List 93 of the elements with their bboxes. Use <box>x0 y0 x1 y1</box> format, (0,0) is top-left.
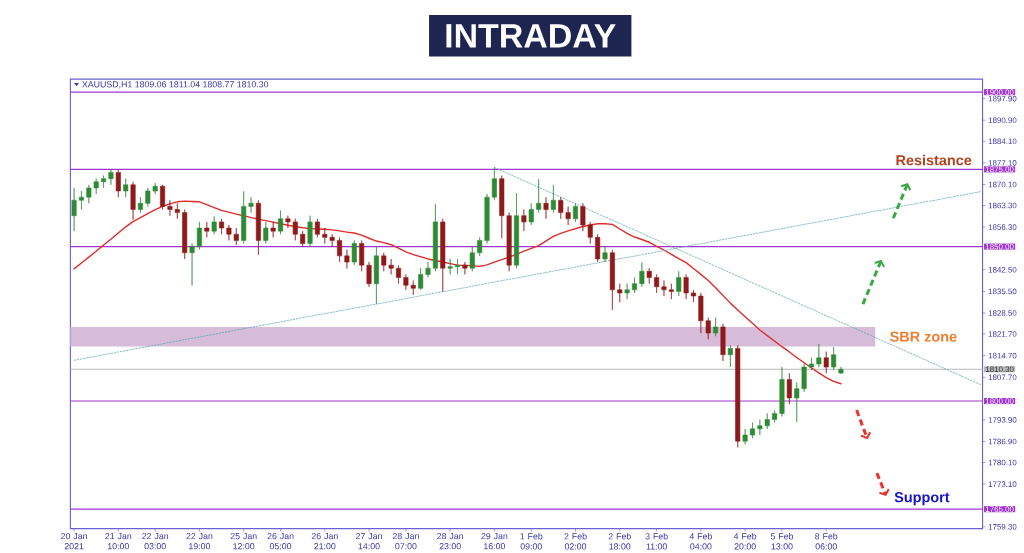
candlestick <box>337 236 343 263</box>
candlestick <box>314 218 320 238</box>
candlestick <box>786 372 792 405</box>
candlestick <box>514 192 520 269</box>
candlestick <box>543 196 549 220</box>
annotation: Support <box>894 492 950 506</box>
candlestick <box>115 169 121 198</box>
candlestick <box>816 343 822 368</box>
candlestick <box>550 184 556 213</box>
candlestick <box>255 199 261 256</box>
x-tick-label: 27 Jan 14:00 <box>356 532 382 550</box>
candlestick <box>108 169 114 186</box>
candlestick <box>779 366 785 417</box>
candlestick <box>373 246 379 304</box>
candlestick <box>521 209 527 232</box>
chart-title: INTRADAY <box>446 24 616 48</box>
x-tick-label: 28 Jan 23:00 <box>437 532 464 550</box>
candlestick <box>432 203 438 272</box>
candlestick <box>735 345 741 448</box>
x-tick-label: 26 Jan 21:00 <box>311 532 338 550</box>
candlestick <box>639 262 645 287</box>
candlestick <box>690 289 696 303</box>
candlestick <box>646 267 652 284</box>
x-tick-label: 21 Jan 10:00 <box>105 532 132 550</box>
x-tick-label: 8 Feb 06:00 <box>815 532 838 550</box>
candlestick <box>455 258 461 275</box>
candlestick <box>351 240 357 266</box>
x-tick-label: 4 Feb 04:00 <box>689 532 712 550</box>
candlestick <box>196 221 202 250</box>
candlestick <box>469 246 475 272</box>
candlestick <box>270 221 276 238</box>
candlestick <box>491 167 497 201</box>
candlestick <box>396 264 402 284</box>
annotation: Resistance <box>896 154 972 166</box>
candlestick <box>189 243 195 286</box>
candlestick <box>749 422 755 439</box>
candlestick <box>808 357 814 371</box>
candlestick <box>130 181 136 220</box>
candlestick <box>631 277 637 294</box>
candlestick <box>137 196 143 213</box>
x-tick-label: 25 Jan 12:00 <box>230 532 257 550</box>
x-tick-label: 26 Jan 05:00 <box>267 532 294 550</box>
candlestick <box>727 345 733 368</box>
candlestick <box>78 190 84 210</box>
candlestick <box>440 218 446 292</box>
x-tick-label: 5 Feb 13:00 <box>770 532 794 550</box>
candlestick <box>831 346 837 371</box>
annotation: XAUUSD,H1 1809.06 1811.04 1808.77 1810.30 <box>82 81 269 89</box>
candlestick <box>447 258 453 275</box>
candlestick <box>204 221 210 238</box>
candlestick <box>654 274 660 294</box>
candlestick <box>742 428 748 445</box>
candlestick <box>713 317 719 337</box>
candlestick <box>528 202 534 226</box>
candlestick <box>211 215 217 235</box>
candlestick <box>838 366 844 375</box>
x-tick-label: 20 Jan 2021 <box>61 532 87 550</box>
candlestick <box>573 202 579 223</box>
x-tick-label: 22 Jan 19:00 <box>186 532 213 550</box>
candlestick <box>344 249 350 269</box>
candlestick <box>661 280 667 297</box>
candlestick <box>536 178 542 213</box>
candlestick <box>101 175 107 189</box>
candlestick <box>683 274 689 300</box>
candlestick <box>676 270 682 297</box>
candlestick <box>71 187 77 232</box>
x-tick-label: 29 Jan 16:00 <box>481 532 508 550</box>
candlestick <box>823 351 829 374</box>
candlestick <box>123 178 129 198</box>
candlestick <box>772 409 778 423</box>
x-tick-label: 22 Jan 03:00 <box>142 532 169 550</box>
x-tick-label: 2 Feb 02:00 <box>564 532 587 550</box>
candlestick <box>219 218 225 235</box>
band-label: SBR zone <box>890 331 957 342</box>
x-tick-label: 2 Feb 18:00 <box>608 532 631 550</box>
candlestick <box>668 283 674 300</box>
x-tick-label: 28 Jan 07:00 <box>392 532 419 550</box>
candlestick <box>462 261 468 275</box>
candlestick <box>160 184 166 210</box>
candlestick <box>182 209 188 260</box>
candlestick <box>609 249 615 311</box>
candlestick <box>595 233 601 263</box>
candlestick <box>617 283 623 303</box>
candlestick <box>300 230 306 247</box>
candlestick <box>263 221 269 244</box>
candlestick <box>720 323 726 362</box>
x-tick-label: 1 Feb 09:00 <box>520 532 543 550</box>
candlestick <box>278 210 284 235</box>
x-tick-label: 4 Feb 20:00 <box>733 532 757 550</box>
candlestick <box>624 283 630 300</box>
candlestick <box>307 215 313 247</box>
candlestick <box>602 246 608 263</box>
x-tick-label: 3 Feb 11:00 <box>645 532 668 550</box>
